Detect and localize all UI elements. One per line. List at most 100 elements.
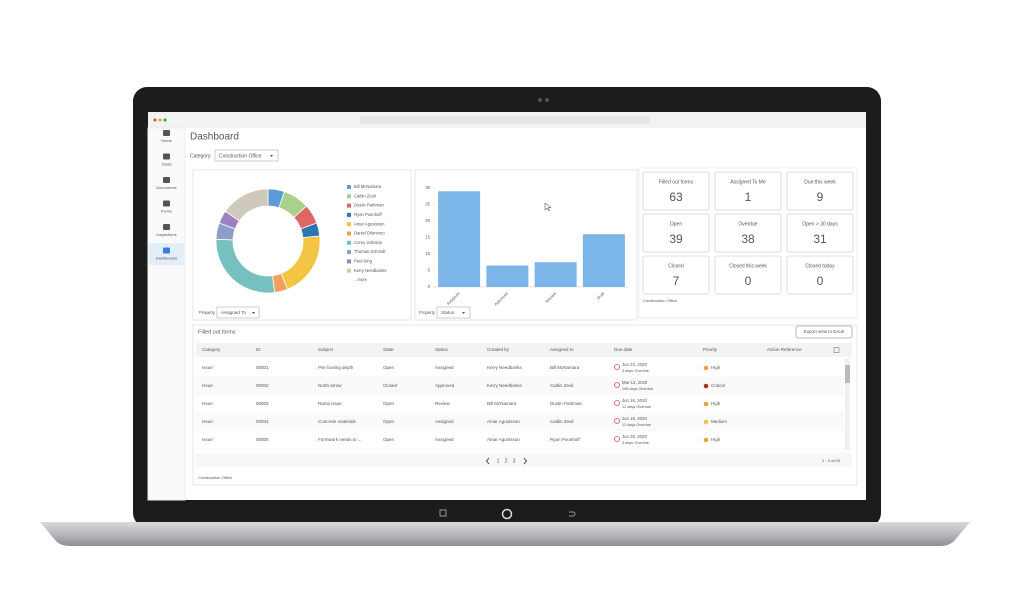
cell: Concrete materials: [318, 419, 357, 424]
nav-icon[interactable]: [163, 200, 170, 207]
nav-icon[interactable]: [163, 130, 170, 136]
due-date: Jun 16, 2020: [622, 416, 647, 421]
scrollbar-thumb[interactable]: [845, 365, 850, 383]
stat-value: 38: [741, 232, 755, 246]
stat-tile[interactable]: [786, 171, 854, 211]
nav-icon[interactable]: [163, 177, 170, 183]
cell: Kerry Needbanks: [487, 383, 523, 388]
legend-swatch: [347, 203, 351, 208]
property-label: Property: [199, 310, 216, 315]
cell: Open: [383, 437, 395, 442]
cell: Approved: [435, 383, 455, 388]
cell: Amar Agustsson: [487, 437, 520, 442]
back-icon[interactable]: [569, 511, 576, 517]
property-label: Property: [419, 310, 436, 315]
export-label: Export view to Excel: [804, 329, 845, 334]
stat-tile[interactable]: [714, 213, 782, 253]
window-button[interactable]: [163, 118, 167, 122]
stat-label: Closed this week: [729, 263, 767, 269]
cell: Issue: [202, 437, 213, 442]
cell: Issue: [202, 365, 213, 370]
table-row[interactable]: [196, 377, 844, 395]
property-dropdown[interactable]: [436, 306, 471, 319]
stat-value: 9: [817, 190, 824, 204]
page-number: 2: [505, 458, 508, 464]
priority: Critical: [711, 383, 725, 388]
stat-label: Open > 30 days: [802, 221, 838, 227]
table-row[interactable]: [196, 359, 844, 377]
category-value: Construction Office: [219, 153, 262, 159]
cell: Assigned: [435, 419, 454, 424]
property-dropdown[interactable]: [216, 306, 260, 319]
cell: Assigned: [435, 365, 454, 370]
priority: High: [711, 437, 721, 442]
legend-label: Amar Agustsson: [354, 221, 385, 226]
table-row[interactable]: [196, 395, 844, 413]
cell: Bill McNamara: [487, 401, 517, 406]
table-row[interactable]: [196, 413, 844, 431]
due-date: Jun 16, 2020: [622, 398, 647, 403]
priority-dot: [703, 383, 709, 389]
window-button[interactable]: [153, 118, 157, 122]
legend-label: Thomas Schmidt: [354, 249, 386, 254]
stat-tile[interactable]: [786, 255, 854, 295]
page-next[interactable]: [523, 457, 528, 465]
cell: Ryan Poonhoff: [550, 437, 580, 442]
stat-tile[interactable]: [786, 213, 854, 253]
cell: 00003: [256, 401, 269, 406]
priority-dot: [703, 437, 709, 443]
due-date: Jun 23, 2020: [622, 362, 647, 367]
nav-icon[interactable]: [163, 224, 170, 230]
legend-swatch: [347, 240, 351, 245]
stat-label: Closed today: [805, 263, 835, 269]
stat-tile[interactable]: [642, 255, 710, 295]
legend-swatch: [347, 250, 351, 255]
priority: High: [711, 365, 721, 370]
priority-dot: [703, 365, 709, 371]
nav-icon[interactable]: [163, 247, 170, 254]
column-header: Created by: [487, 347, 510, 352]
url-bar[interactable]: [360, 116, 650, 124]
legend-swatch: [347, 185, 351, 189]
page-prev[interactable]: [485, 457, 490, 465]
bar: [582, 234, 625, 287]
nav-icon[interactable]: [439, 509, 447, 517]
table-footer: Construction Office: [198, 475, 233, 480]
sidebar-active: [149, 243, 184, 265]
cell: Pier footing depth: [318, 365, 354, 370]
category-dropdown[interactable]: [214, 149, 279, 162]
stat-tile[interactable]: [642, 213, 710, 253]
legend-label: Daniel Dilorenzo: [354, 231, 385, 236]
priority: High: [711, 401, 721, 406]
power-icon[interactable]: [501, 508, 513, 520]
overdue-icon: [614, 400, 620, 406]
stat-value: 31: [813, 232, 827, 246]
stat-tile[interactable]: [714, 255, 782, 295]
cell: Issue: [202, 383, 213, 388]
page-title: Dashboard: [190, 132, 239, 143]
cell: Caitlin Zeuli: [550, 383, 574, 388]
nav-label: Documents: [156, 185, 176, 190]
due-date: Jun 25, 2020: [622, 434, 647, 439]
export-button[interactable]: [795, 325, 853, 339]
dropdown-caret: [462, 312, 465, 314]
overdue-label: 3 days Overdue: [622, 441, 649, 445]
stat-value: 0: [817, 274, 824, 288]
column-picker[interactable]: [833, 347, 840, 353]
stat-tile[interactable]: [714, 171, 782, 211]
overdue-icon: [614, 436, 620, 442]
cell: Kerry Needbanks: [487, 365, 523, 370]
pagination-bar: [196, 453, 852, 467]
priority-dot: [703, 401, 709, 407]
property-value: Assigned To: [221, 310, 246, 315]
stat-tile[interactable]: [642, 171, 710, 211]
nav-label: Inspections: [156, 232, 176, 237]
nav-icon[interactable]: [163, 153, 170, 160]
laptop-base: [40, 522, 970, 546]
record-count: 1 - 5 of 63: [822, 458, 841, 463]
table-row[interactable]: [196, 431, 844, 449]
window-button[interactable]: [158, 118, 162, 122]
scrollbar[interactable]: [845, 358, 850, 450]
